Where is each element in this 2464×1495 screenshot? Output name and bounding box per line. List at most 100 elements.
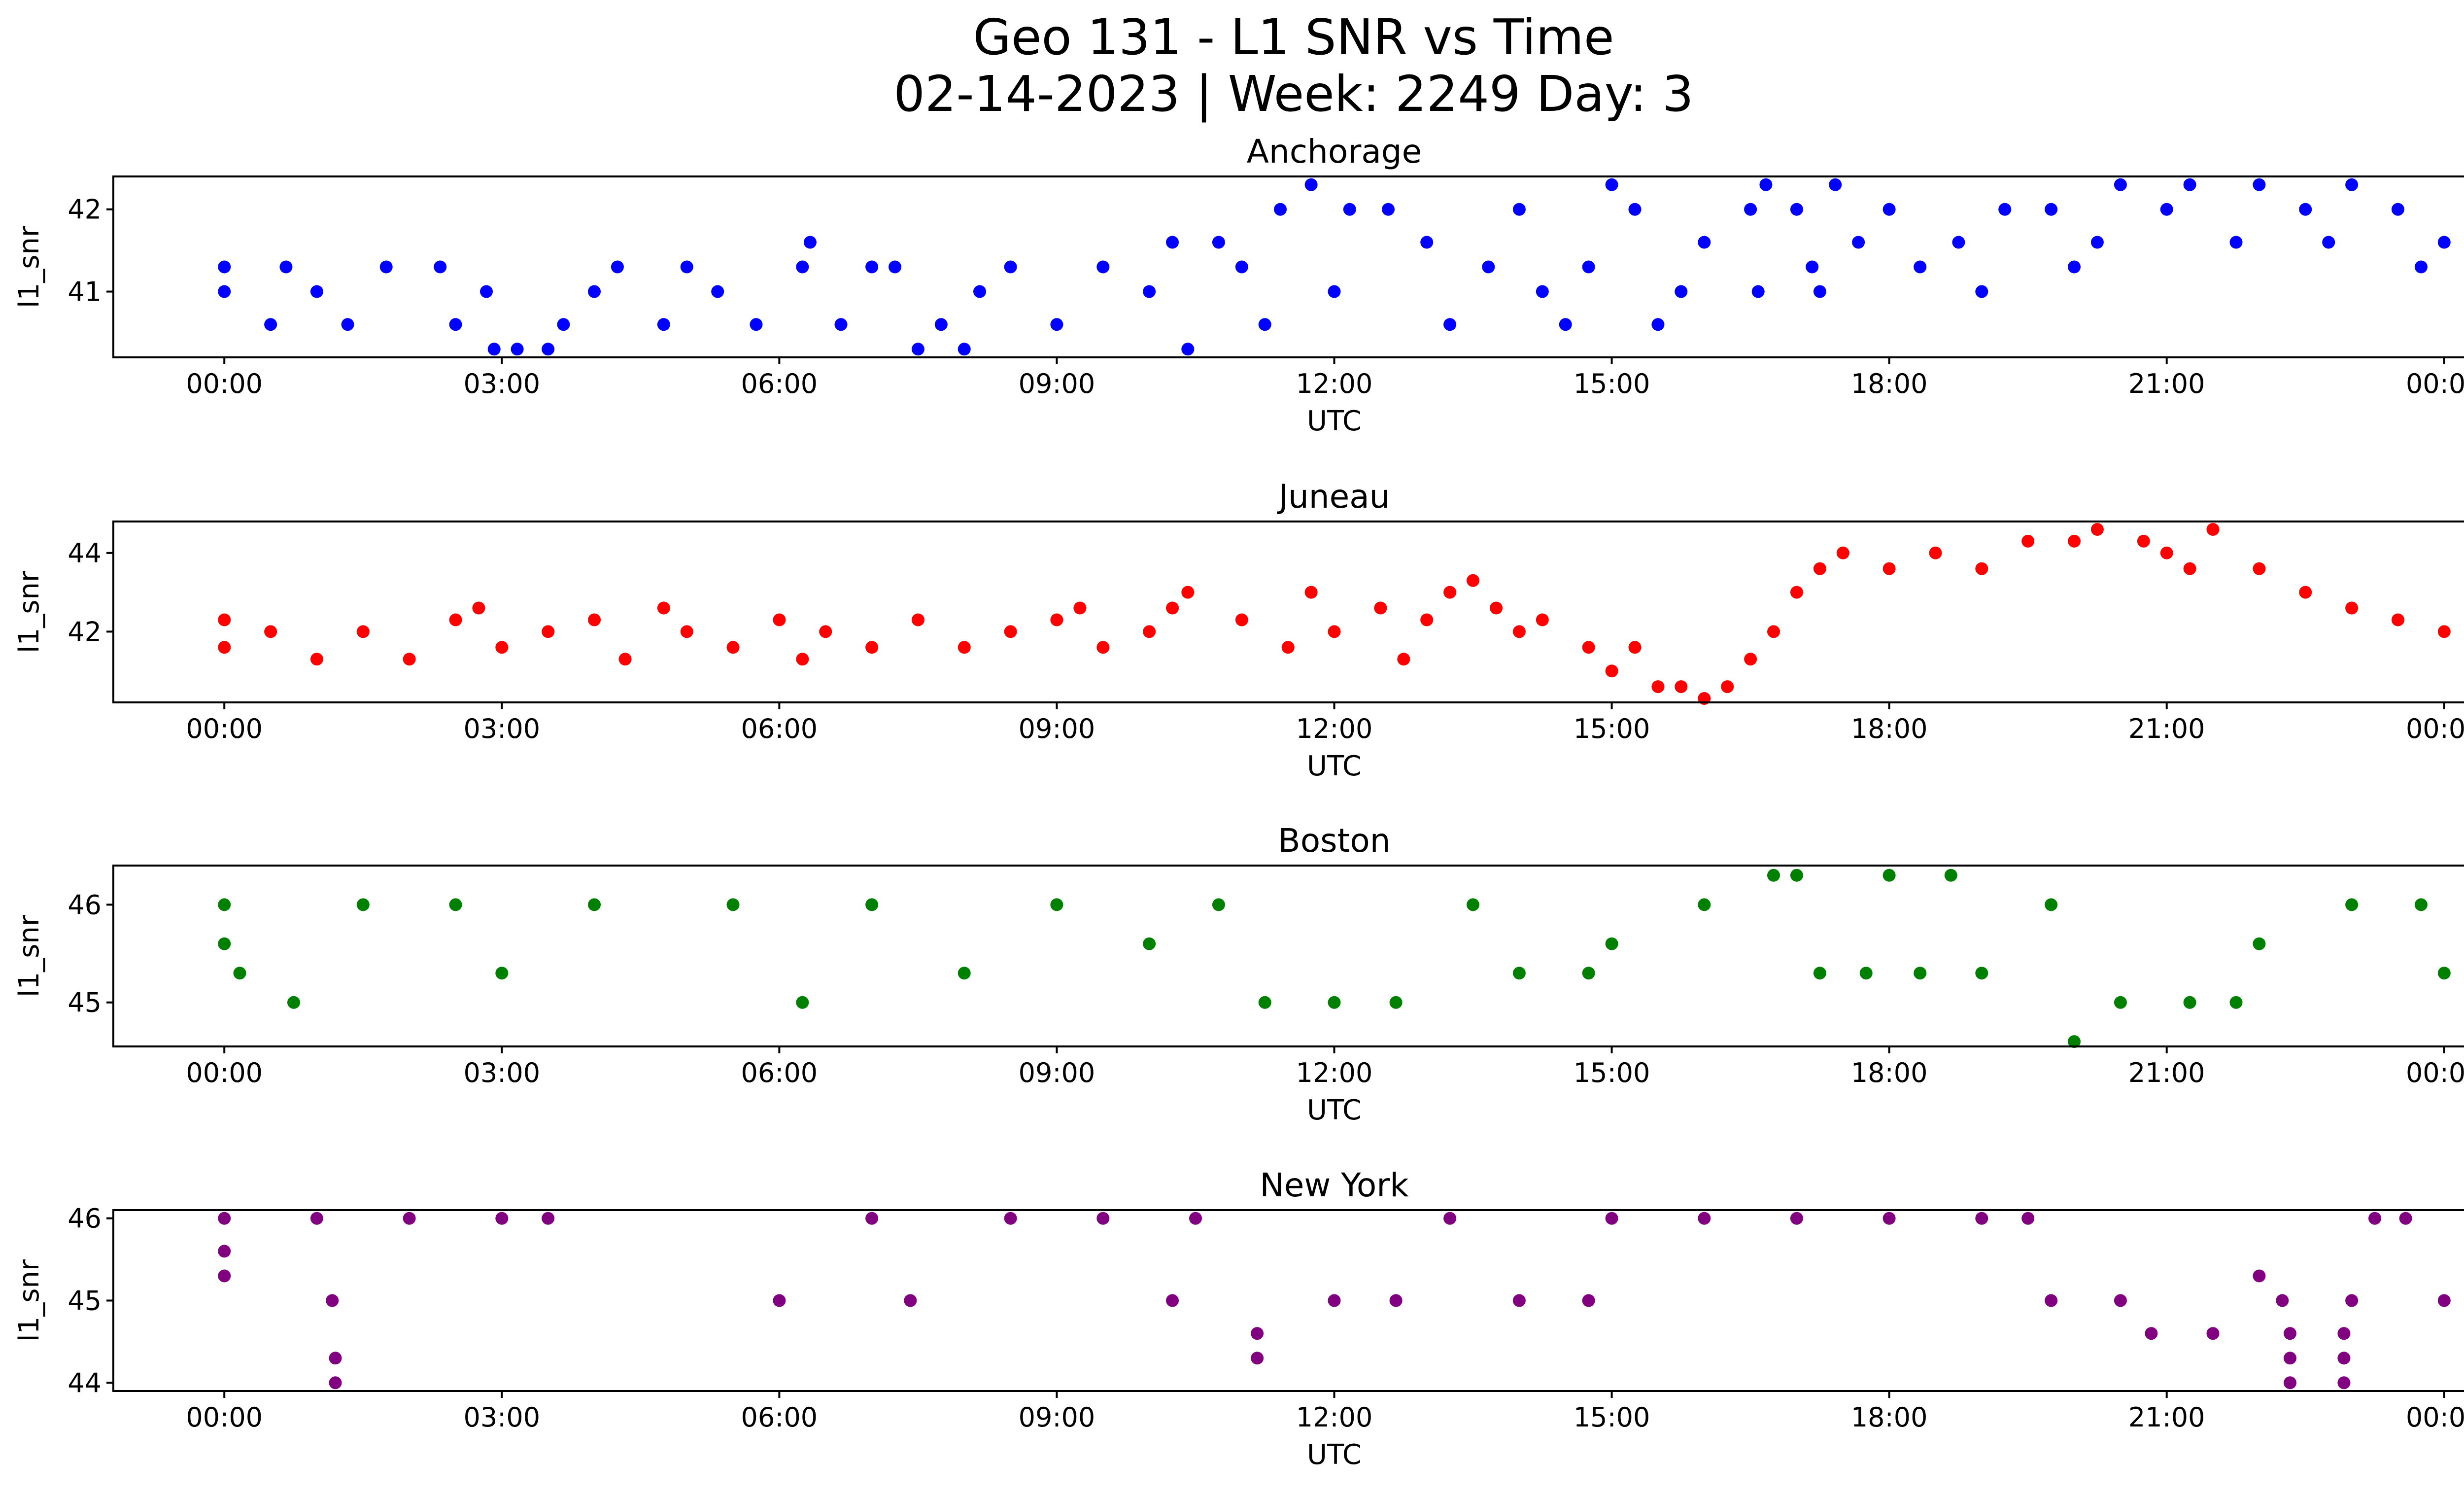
data-point [680,260,693,274]
data-point [1235,260,1248,274]
data-point [819,625,832,638]
data-point [1882,203,1896,216]
data-point [1882,1212,1896,1225]
new-york-panel: New York 00:00 03:00 06:00 09:00 12:00 15:00 18… [13,1166,2464,1471]
data-point [2299,203,2312,216]
data-point [495,1212,509,1225]
data-point [1004,625,1017,638]
y-tick-label: 45 [68,987,102,1018]
data-point [1304,178,1318,191]
data-point [2337,1352,2351,1365]
data-point [1166,1294,1179,1307]
data-point [796,653,809,666]
data-point [657,318,670,331]
data-point [310,653,323,666]
data-point [889,260,901,274]
data-point [1836,546,1849,559]
data-point [934,318,948,331]
data-point [2437,236,2451,249]
data-point [449,318,462,331]
data-point [1582,1294,1595,1307]
data-point [2145,1327,2158,1340]
data-point [1998,203,2012,216]
new-york-panel-title: New York [1260,1166,1409,1204]
data-point [1813,967,1826,980]
data-point [218,898,231,911]
data-point [1605,178,1618,191]
data-point [865,641,879,654]
juneau-points [218,523,2451,705]
anchorage-points [218,178,2451,356]
data-point [1389,1294,1403,1307]
data-point [1882,562,1896,575]
data-point [618,653,632,666]
data-point [1790,203,1803,216]
data-point [287,996,300,1009]
data-point [1975,967,1988,980]
data-point [542,343,555,356]
data-point [379,260,393,274]
data-point [1605,937,1618,950]
x-tick-label: 06:00 [741,1402,818,1433]
data-point [2337,1327,2351,1340]
data-point [2160,203,2173,216]
data-point [1490,601,1503,615]
data-point [1813,562,1826,575]
data-point [218,260,231,274]
x-tick-label: 00:00 [2406,368,2464,399]
data-point [1698,898,1711,911]
data-point [329,1376,342,1390]
data-point [1813,285,1826,298]
data-point [2284,1327,2296,1340]
data-point [1212,236,1225,249]
data-point [1512,967,1526,980]
data-point [2068,1035,2081,1048]
x-tick-label: 18:00 [1851,368,1928,399]
data-point [1744,203,1757,216]
data-point [2437,625,2451,638]
data-point [773,613,786,626]
x-tick-label: 18:00 [1851,1402,1928,1433]
data-point [557,318,570,331]
data-point [2345,898,2359,911]
data-point [1304,586,1318,599]
data-point [264,625,277,638]
data-point [472,601,485,615]
x-tick-label: 12:00 [1296,368,1373,399]
data-point [2284,1376,2296,1390]
data-point [1975,1212,1988,1225]
x-tick-label: 09:00 [1019,368,1095,399]
data-point [2045,203,2058,216]
x-tick-label: 06:00 [741,1057,818,1088]
boston-x-axis-label: UTC [1307,1094,1362,1126]
data-point [1420,236,1434,249]
data-point [1004,260,1017,274]
x-tick-label: 00:00 [186,368,263,399]
data-point [1251,1352,1264,1365]
panels-group: Anchorage 00:00 03:00 06:00 09:00 12:00 15:00 1… [13,133,2464,1471]
x-tick-label: 12:00 [1296,713,1373,744]
data-point [796,996,809,1009]
data-point [1536,613,1549,626]
data-point [904,1294,917,1307]
data-point [1536,285,1549,298]
data-point [2414,898,2428,911]
data-point [2068,534,2081,548]
data-point [2114,1294,2127,1307]
data-point [1790,1212,1803,1225]
anchorage-panel-title: Anchorage [1247,133,1422,171]
figure-title-line-1: Geo 131 - L1 SNR vs Time [973,8,1614,66]
juneau-x-axis-label: UTC [1307,750,1362,782]
data-point [2284,1352,2296,1365]
data-point [480,285,493,298]
data-point [2345,1294,2359,1307]
x-tick-label: 12:00 [1296,1402,1373,1433]
data-point [588,285,601,298]
data-point [2021,1212,2035,1225]
data-point [1274,203,1287,216]
data-point [1328,1294,1341,1307]
data-point [495,967,509,980]
data-point [1050,898,1063,911]
data-point [2068,260,2081,274]
